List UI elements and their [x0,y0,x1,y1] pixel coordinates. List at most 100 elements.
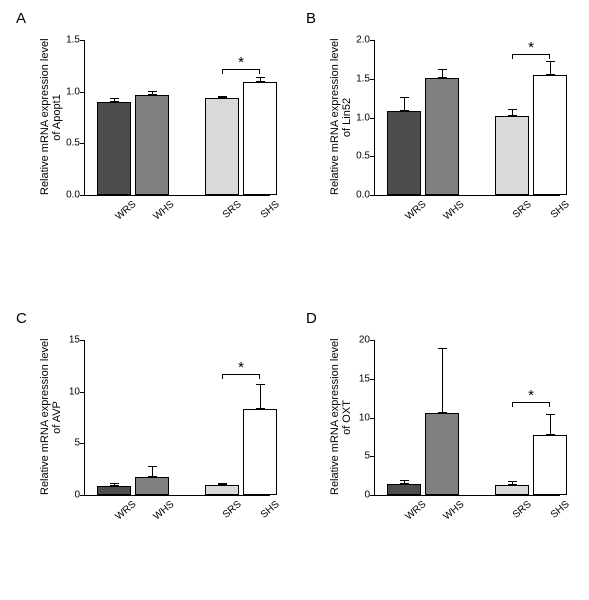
y-tick [370,195,375,196]
x-tick-label: SRS [511,199,534,221]
y-tick-label: 1.5 [66,35,80,46]
error-bar [404,480,405,485]
error-bar [404,97,405,112]
error-bar [512,481,513,485]
error-bar [222,96,223,98]
plot-area: 0.00.51.01.52.0WRSWHSSRSSHS* [374,40,560,196]
y-tick-label: 0.0 [66,190,80,201]
y-tick-label: 1.0 [66,86,80,97]
panel-D: D 05101520WRSWHSSRSSHS* Relative mRNA expr… [306,310,576,590]
bar-SRS [495,116,529,195]
y-axis-label: Relative mRNA expression levelof Lin52 [329,40,353,195]
y-tick [80,495,85,496]
y-tick-label: 10 [69,386,80,397]
panel-label-B: B [306,10,316,27]
x-tick-label: SHS [549,499,572,521]
y-tick-label: 15 [359,373,370,384]
error-bar [114,483,115,486]
x-tick-label: SHS [259,499,282,521]
bar-WHS [425,413,459,495]
y-tick [370,379,375,380]
panel-label-C: C [16,310,27,327]
error-bar [152,466,153,477]
bar-SHS [243,82,277,195]
x-tick-label: WRS [113,499,138,522]
y-tick [370,79,375,80]
bar-WRS [97,102,131,195]
y-tick [80,40,85,41]
y-tick [80,392,85,393]
x-tick-label: SRS [221,199,244,221]
error-bar [442,348,443,413]
significance-star: * [238,54,244,71]
y-tick-label: 0.5 [356,151,370,162]
bar-SRS [205,98,239,195]
y-tick [80,195,85,196]
y-tick [80,143,85,144]
y-tick [80,92,85,93]
plot-area: 0.00.51.01.5WRSWHSSRSSHS* [84,40,270,196]
x-tick-label: SRS [511,499,534,521]
x-tick-label: SHS [549,199,572,221]
bar-WHS [425,78,459,195]
panel-B: B0.00.51.01.52.0WRSWHSSRSSHS*Relative mR… [306,10,576,290]
error-bar [260,384,261,409]
bar-SHS [243,409,277,495]
error-bar [550,61,551,75]
y-tick [370,40,375,41]
y-tick-label: 0.5 [66,138,80,149]
panel-A: A0.00.51.01.5WRSWHSSRSSHS*Relative mRNA … [16,10,286,290]
y-axis-label: Relative mRNA expression levelof AVP [39,340,63,495]
error-bar [114,98,115,102]
bar-WRS [387,111,421,195]
plot-area: 051015WRSWHSSRSSHS* [84,340,270,496]
y-axis-label: Relative mRNA expression levelof OXT [329,340,353,495]
y-tick-label: 0.0 [356,190,370,201]
y-tick [370,418,375,419]
significance-star: * [528,39,534,56]
y-tick-label: 1.0 [356,112,370,123]
x-tick-label: WRS [113,199,138,222]
x-tick-label: SHS [259,199,282,221]
significance-star: * [528,387,534,404]
x-tick-label: WHS [441,199,466,222]
x-tick-label: WHS [151,199,176,222]
panel-label-D: D [306,310,317,327]
x-tick-label: SRS [221,499,244,521]
y-tick [370,456,375,457]
error-bar [442,69,443,78]
panel-label-A: A [16,10,26,27]
bar-WRS [387,484,421,495]
figure-page: { "panels": { "A": { "label": "A", "ylab… [0,0,589,600]
error-bar [222,483,223,486]
y-tick-label: 10 [359,412,370,423]
panel-C: C 051015WRSWHSSRSSHS* Relative mRNA expres… [16,310,286,590]
bar-SRS [205,485,239,495]
y-tick [370,156,375,157]
x-tick-label: WRS [403,499,428,522]
error-bar [512,109,513,116]
x-tick-label: WRS [403,199,428,222]
x-tick-label: WHS [151,499,176,522]
y-tick [80,340,85,341]
bar-SHS [533,435,567,495]
y-tick [370,340,375,341]
y-tick [370,495,375,496]
bar-SHS [533,75,567,195]
y-tick-label: 1.5 [356,73,370,84]
bar-WHS [135,95,169,195]
bar-SRS [495,485,529,495]
error-bar [550,414,551,436]
y-tick [370,118,375,119]
y-axis-label: Relative mRNA expression levelof Apopt1 [39,40,63,195]
y-tick [80,443,85,444]
error-bar [260,77,261,82]
plot-area: 05101520WRSWHSSRSSHS* [374,340,560,496]
x-tick-label: WHS [441,499,466,522]
y-tick-label: 15 [69,335,80,346]
significance-star: * [238,359,244,376]
y-tick-label: 2.0 [356,35,370,46]
y-tick-label: 20 [359,335,370,346]
error-bar [152,91,153,95]
bar-WRS [97,486,131,495]
